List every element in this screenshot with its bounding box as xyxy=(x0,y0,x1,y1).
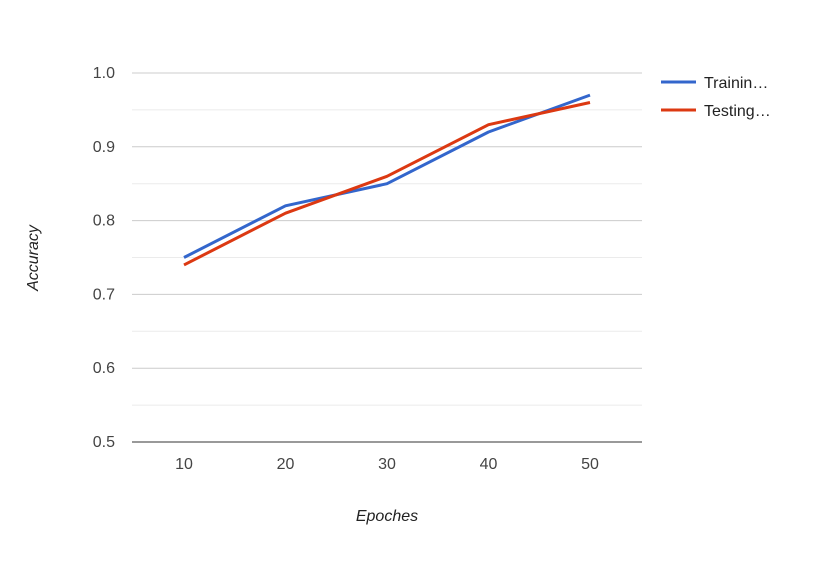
x-tick-label: 20 xyxy=(277,456,295,473)
minor-gridlines xyxy=(132,109,642,406)
y-tick-label: 0.8 xyxy=(93,213,115,230)
series-lines xyxy=(183,93,591,267)
y-tick-label: 0.7 xyxy=(93,286,115,303)
x-tick-label: 10 xyxy=(175,456,193,473)
y-axis-title: Accuracy xyxy=(25,224,42,292)
y-tick-label: 1.0 xyxy=(93,65,115,82)
y-tick-label: 0.5 xyxy=(93,434,115,451)
x-axis-ticks: 10 20 30 40 50 xyxy=(175,456,599,473)
x-tick-label: 50 xyxy=(581,456,599,473)
x-axis-title: Epoches xyxy=(356,508,418,525)
legend: Trainin… Testing… xyxy=(661,75,771,120)
legend-label-1: Trainin… xyxy=(704,75,768,92)
legend-label-2: Testing… xyxy=(704,103,771,120)
y-axis-ticks: 1.0 0.9 0.8 0.7 0.6 0.5 xyxy=(93,65,115,451)
x-tick-label: 30 xyxy=(378,456,396,473)
series-line-1 xyxy=(183,93,591,259)
y-tick-label: 0.6 xyxy=(93,360,115,377)
x-tick-label: 40 xyxy=(480,456,498,473)
series-line-2 xyxy=(183,101,591,267)
major-gridlines xyxy=(132,72,642,443)
y-tick-label: 0.9 xyxy=(93,139,115,156)
